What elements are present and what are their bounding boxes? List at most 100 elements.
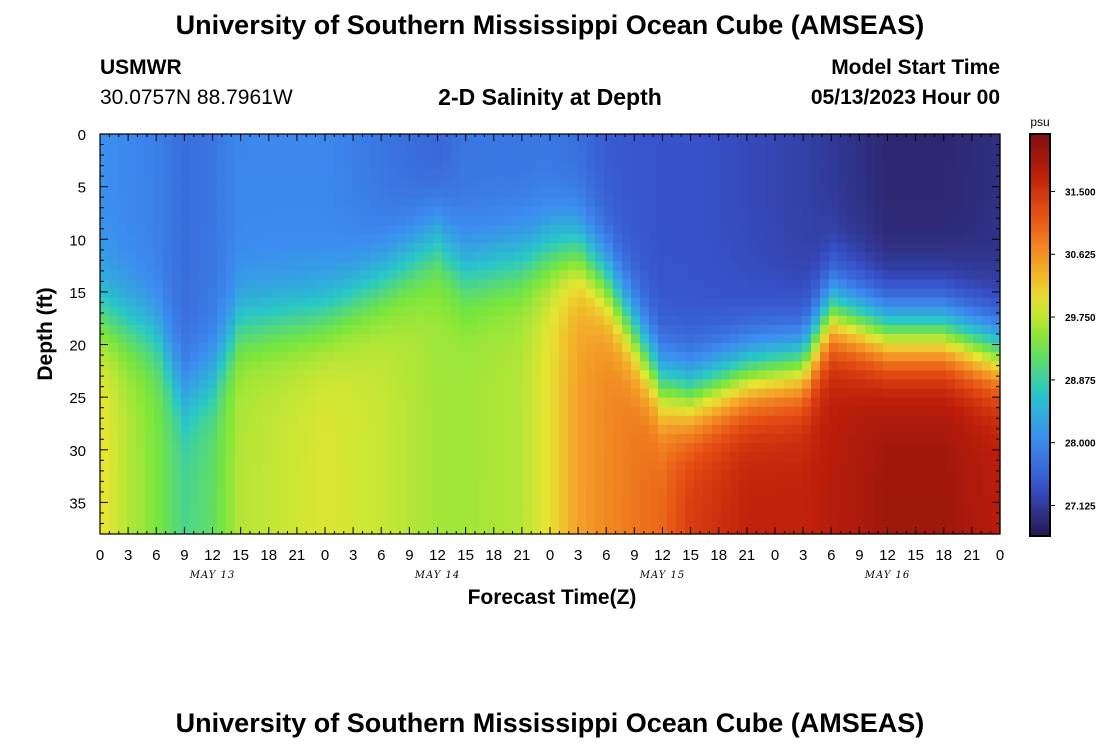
heatmap-cell xyxy=(937,524,947,535)
heatmap-cell xyxy=(109,188,119,199)
heatmap-cell xyxy=(118,524,128,535)
heatmap-cell xyxy=(496,270,506,281)
x-tick-label: 15 xyxy=(232,547,249,564)
heatmap-cell xyxy=(190,506,200,517)
heatmap-cell xyxy=(100,188,110,199)
heatmap-cell xyxy=(514,479,524,490)
heatmap-cell xyxy=(298,324,308,335)
heatmap-cell xyxy=(424,206,434,217)
heatmap-cell xyxy=(514,306,524,317)
heatmap-cell xyxy=(649,206,659,217)
heatmap-cell xyxy=(973,415,983,426)
heatmap-cell xyxy=(523,152,533,162)
heatmap-cell xyxy=(262,388,272,399)
day-label: MAY 13 xyxy=(189,570,236,581)
heatmap-cell xyxy=(865,352,875,362)
heatmap-cell xyxy=(946,443,956,453)
heatmap-cell xyxy=(982,270,992,281)
heatmap-cell xyxy=(793,179,803,190)
heatmap-cell xyxy=(181,197,191,208)
heatmap-cell xyxy=(298,261,308,271)
heatmap-cell xyxy=(487,424,497,435)
heatmap-cell xyxy=(658,515,668,526)
heatmap-cell xyxy=(433,215,443,226)
heatmap-cell xyxy=(883,515,893,526)
heatmap-cell xyxy=(118,515,128,526)
heatmap-cell xyxy=(442,306,452,317)
heatmap-cell xyxy=(910,206,920,217)
heatmap-cell xyxy=(433,343,443,353)
heatmap-cell xyxy=(271,479,281,490)
heatmap-cell xyxy=(136,252,146,262)
heatmap-cell xyxy=(595,515,605,526)
heatmap-cell xyxy=(532,170,542,181)
heatmap-cell xyxy=(928,406,938,417)
heatmap-cell xyxy=(226,324,236,335)
heatmap-cell xyxy=(811,324,821,335)
heatmap-cell xyxy=(109,515,119,526)
heatmap-cell xyxy=(298,270,308,281)
heatmap-cell xyxy=(775,388,785,399)
heatmap-cell xyxy=(343,179,353,190)
heatmap-cell xyxy=(568,170,578,181)
heatmap-cell xyxy=(811,279,821,290)
x-tick-label: 18 xyxy=(485,547,502,564)
heatmap-cell xyxy=(703,515,713,526)
heatmap-cell xyxy=(523,170,533,181)
heatmap-cell xyxy=(298,479,308,490)
heatmap-cell xyxy=(424,179,434,190)
heatmap-cell xyxy=(343,243,353,253)
heatmap-cell xyxy=(523,306,533,317)
heatmap-cell xyxy=(487,261,497,271)
heatmap-cell xyxy=(316,461,326,471)
heatmap-cell xyxy=(370,424,380,435)
heatmap-cell xyxy=(280,424,290,435)
heatmap-cell xyxy=(496,243,506,253)
heatmap-cell xyxy=(118,206,128,217)
heatmap-cell xyxy=(109,506,119,517)
heatmap-cell xyxy=(910,252,920,262)
heatmap-cell xyxy=(874,397,884,408)
heatmap-cell xyxy=(802,370,812,381)
heatmap-cell xyxy=(325,206,335,217)
heatmap-cell xyxy=(991,361,1001,371)
heatmap-cell xyxy=(487,352,497,362)
heatmap-cell xyxy=(127,379,137,390)
heatmap-cell xyxy=(127,497,137,508)
heatmap-cell xyxy=(865,206,875,217)
heatmap-cell xyxy=(649,343,659,353)
heatmap-cell xyxy=(622,470,632,481)
heatmap-cell xyxy=(262,261,272,271)
heatmap-cell xyxy=(649,279,659,290)
heatmap-cell xyxy=(379,343,389,353)
heatmap-cell xyxy=(820,470,830,481)
heatmap-cell xyxy=(739,288,749,299)
heatmap-cell xyxy=(118,370,128,381)
heatmap-cell xyxy=(937,334,947,344)
heatmap-cell xyxy=(982,506,992,517)
heatmap-cell xyxy=(820,224,830,235)
heatmap-cell xyxy=(613,434,623,444)
heatmap-cell xyxy=(496,415,506,426)
heatmap-cell xyxy=(136,297,146,308)
heatmap-cell xyxy=(343,406,353,417)
heatmap-cell xyxy=(901,334,911,344)
heatmap-cell xyxy=(568,524,578,535)
heatmap-cell xyxy=(613,488,623,499)
y-tick-label: 35 xyxy=(69,495,86,512)
heatmap-cell xyxy=(199,134,209,144)
heatmap-cell xyxy=(109,343,119,353)
heatmap-cell xyxy=(361,443,371,453)
heatmap-cell xyxy=(946,506,956,517)
heatmap-cell xyxy=(280,352,290,362)
heatmap-cell xyxy=(883,206,893,217)
heatmap-cell xyxy=(190,215,200,226)
heatmap-cell xyxy=(865,415,875,426)
heatmap-cell xyxy=(982,415,992,426)
heatmap-cell xyxy=(820,270,830,281)
heatmap-cell xyxy=(217,352,227,362)
heatmap-cell xyxy=(622,406,632,417)
heatmap-cell xyxy=(721,252,731,262)
heatmap-cell xyxy=(748,161,758,171)
heatmap-cell xyxy=(577,215,587,226)
